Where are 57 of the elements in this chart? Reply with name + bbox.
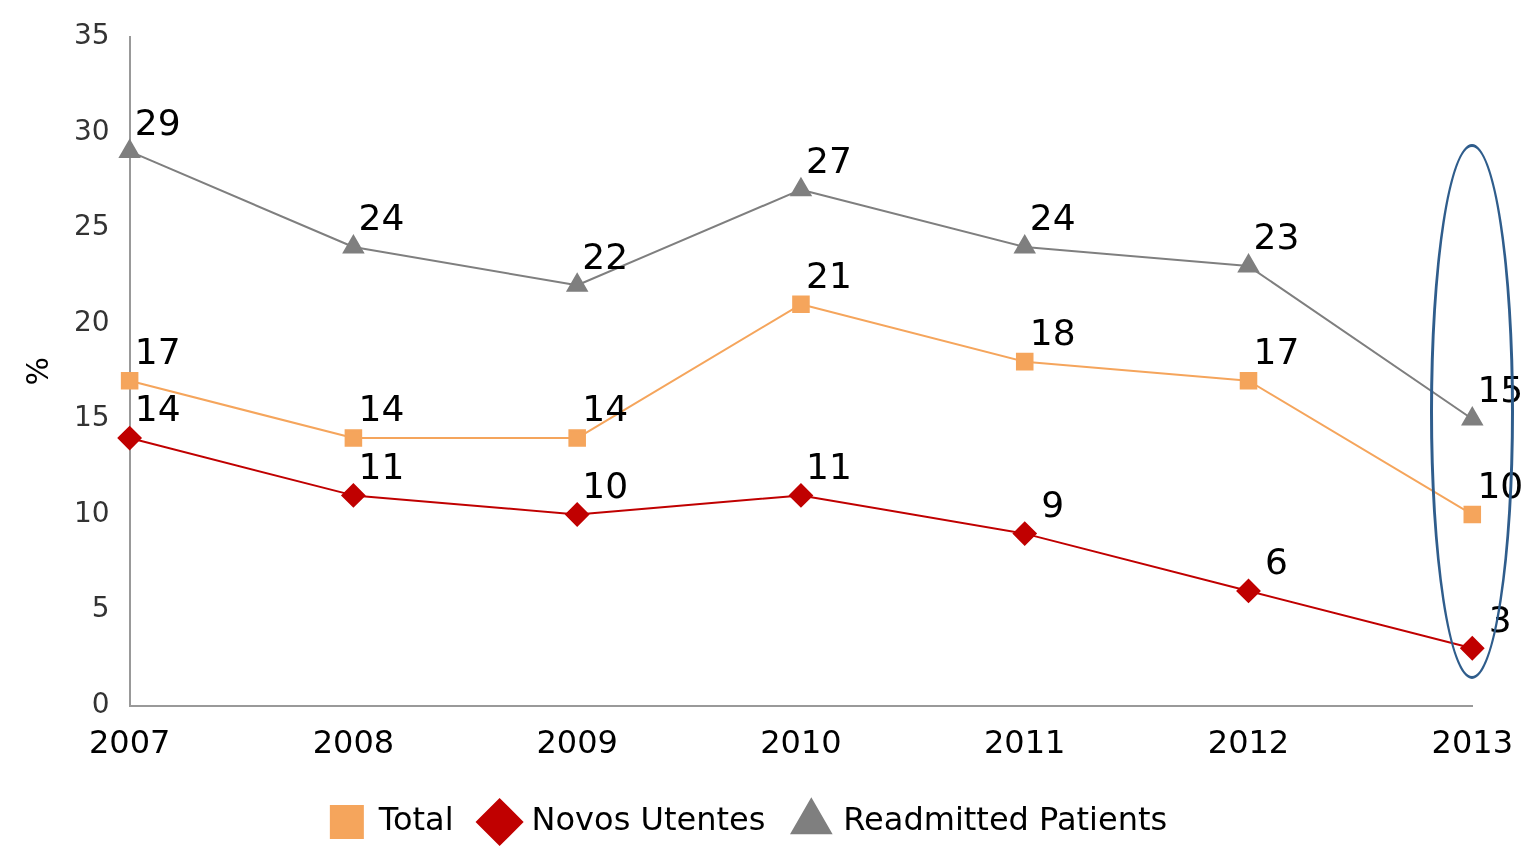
point bbox=[344, 429, 363, 447]
y-tick-label: 10 bbox=[73, 495, 110, 529]
point bbox=[1239, 371, 1258, 390]
point bbox=[1460, 636, 1485, 661]
point bbox=[792, 295, 810, 314]
point bbox=[1236, 578, 1261, 603]
point bbox=[790, 177, 812, 197]
y-tick-label: 30 bbox=[73, 113, 110, 147]
legend-label: Readmitted Patients bbox=[843, 800, 1168, 839]
data-label: 29 bbox=[134, 101, 181, 143]
y-tick-label: 35 bbox=[73, 18, 110, 52]
data-label: 27 bbox=[806, 140, 852, 182]
data-label: 21 bbox=[806, 254, 852, 296]
point bbox=[565, 502, 590, 527]
data-label: 22 bbox=[582, 235, 629, 277]
y-tick-label: 25 bbox=[73, 209, 110, 243]
x-tick-label: 2011 bbox=[984, 723, 1066, 762]
data-label: 24 bbox=[358, 197, 405, 239]
x-tick-label: 2008 bbox=[312, 723, 395, 762]
point bbox=[1463, 505, 1482, 524]
data-label: 10 bbox=[582, 464, 629, 506]
point bbox=[341, 483, 366, 508]
y-tick-label: 15 bbox=[73, 400, 110, 434]
data-label: 18 bbox=[1029, 312, 1076, 354]
point bbox=[568, 429, 586, 447]
data-label: 14 bbox=[358, 388, 405, 430]
data-label: 17 bbox=[134, 331, 181, 373]
point bbox=[1012, 521, 1037, 546]
x-tick-label: 2009 bbox=[536, 723, 618, 762]
y-axis-title: % bbox=[19, 356, 55, 386]
legend-label: Novos Utentes bbox=[531, 800, 766, 839]
point bbox=[120, 371, 139, 390]
x-tick-label: 2012 bbox=[1207, 723, 1290, 762]
x-tick-label: 2013 bbox=[1431, 723, 1513, 762]
point bbox=[566, 273, 588, 292]
point bbox=[342, 234, 364, 254]
data-label: 23 bbox=[1253, 216, 1300, 258]
data-label: 17 bbox=[1253, 331, 1300, 373]
y-tick-label: 0 bbox=[91, 686, 110, 720]
point bbox=[1237, 254, 1260, 273]
x-tick-label: 2007 bbox=[88, 723, 171, 762]
y-tick-label: 5 bbox=[91, 591, 110, 625]
data-label: 24 bbox=[1029, 197, 1076, 239]
point bbox=[119, 139, 141, 158]
data-label: 11 bbox=[358, 445, 405, 487]
data-label: 9 bbox=[1041, 483, 1065, 525]
data-label: 6 bbox=[1265, 541, 1288, 583]
point bbox=[1015, 352, 1034, 371]
legend-label: Total bbox=[377, 800, 454, 839]
y-tick-label: 20 bbox=[73, 304, 110, 338]
data-label: 14 bbox=[134, 388, 181, 430]
point bbox=[117, 426, 142, 451]
data-label: 11 bbox=[806, 445, 852, 487]
data-label: 14 bbox=[582, 388, 629, 430]
point bbox=[1014, 234, 1036, 254]
point bbox=[788, 483, 813, 508]
x-tick-label: 2010 bbox=[760, 723, 842, 762]
